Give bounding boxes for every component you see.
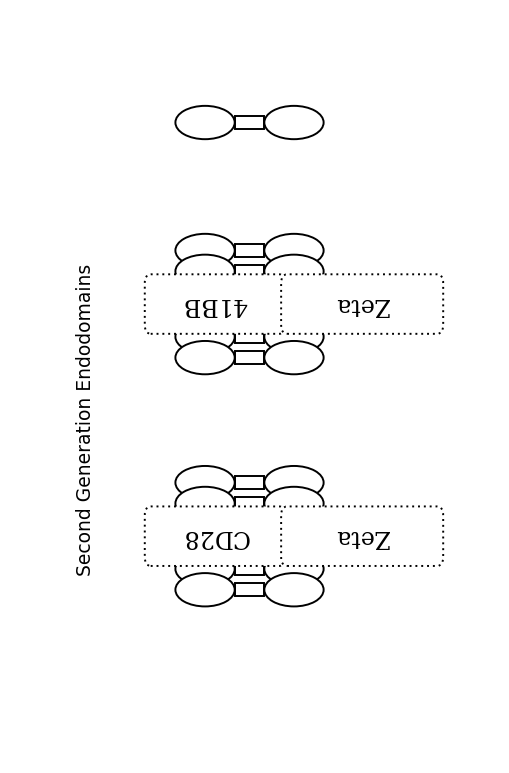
Ellipse shape (264, 552, 323, 586)
Ellipse shape (175, 233, 234, 267)
Ellipse shape (264, 106, 323, 139)
Ellipse shape (175, 466, 234, 499)
Ellipse shape (175, 552, 234, 586)
FancyBboxPatch shape (234, 351, 264, 364)
Ellipse shape (264, 341, 323, 374)
FancyBboxPatch shape (145, 506, 285, 566)
FancyBboxPatch shape (145, 274, 285, 334)
FancyBboxPatch shape (234, 476, 264, 489)
Text: Zeta: Zeta (334, 292, 388, 315)
FancyBboxPatch shape (234, 116, 264, 129)
Ellipse shape (175, 254, 234, 288)
Ellipse shape (264, 254, 323, 288)
Ellipse shape (264, 320, 323, 353)
FancyBboxPatch shape (280, 506, 442, 566)
Text: Second Generation Endodomains: Second Generation Endodomains (76, 264, 95, 576)
FancyBboxPatch shape (234, 563, 264, 575)
Ellipse shape (175, 487, 234, 520)
Ellipse shape (175, 320, 234, 353)
Ellipse shape (175, 106, 234, 139)
Ellipse shape (264, 466, 323, 499)
Text: Zeta: Zeta (334, 525, 388, 548)
Ellipse shape (175, 573, 234, 607)
Text: 41BB: 41BB (182, 292, 247, 315)
Ellipse shape (264, 487, 323, 520)
Ellipse shape (264, 573, 323, 607)
FancyBboxPatch shape (234, 497, 264, 510)
FancyBboxPatch shape (234, 330, 264, 343)
Ellipse shape (175, 341, 234, 374)
FancyBboxPatch shape (280, 274, 442, 334)
Ellipse shape (264, 233, 323, 267)
FancyBboxPatch shape (234, 244, 264, 257)
Text: CD28: CD28 (181, 525, 248, 548)
FancyBboxPatch shape (234, 583, 264, 596)
FancyBboxPatch shape (234, 265, 264, 278)
